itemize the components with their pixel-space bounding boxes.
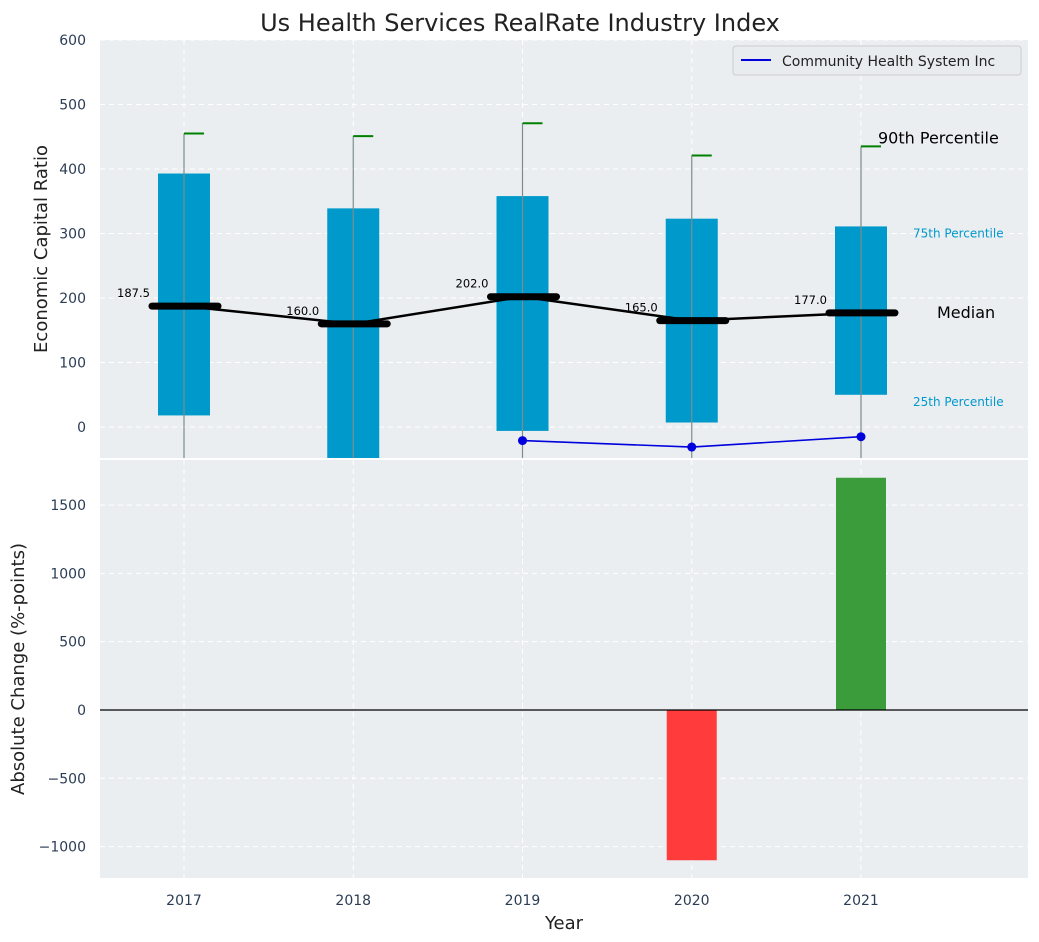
x-tick-labels: 2017 2018 2019 2020 2021 — [166, 893, 879, 909]
bottom-y-tick-label: −500 — [48, 771, 86, 787]
top-y-tick-label: 200 — [59, 291, 86, 307]
top-y-tick-label: 100 — [59, 356, 86, 372]
bottom-y-tick-label: 1000 — [50, 566, 86, 582]
legend-label: Community Health System Inc — [782, 54, 995, 70]
top-y-axis-label: Economic Capital Ratio — [31, 145, 52, 353]
bottom-plot-area — [100, 460, 1028, 878]
bottom-y-tick-label: 0 — [77, 703, 86, 719]
legend-box — [732, 45, 1022, 76]
label-90th-percentile: 90th Percentile — [878, 128, 999, 147]
x-tick-label: 2019 — [505, 893, 541, 909]
x-axis-label: Year — [544, 913, 584, 934]
chart-title: Us Health Services RealRate Industry Ind… — [260, 9, 780, 37]
label-75th-percentile: 75th Percentile — [913, 226, 1004, 240]
bottom-chart-content — [100, 477, 1028, 861]
median-value-label-2017: 187.5 — [117, 286, 150, 300]
top-y-tick-label: 0 — [77, 420, 86, 436]
bottom-y-axis-label: Absolute Change (%-points) — [8, 543, 29, 795]
x-tick-label: 2017 — [166, 893, 202, 909]
median-value-label-2018: 160.0 — [286, 304, 319, 318]
company-point-2021 — [856, 432, 866, 442]
median-value-label-2021: 177.0 — [794, 293, 827, 307]
change-bar-2020 — [666, 709, 717, 861]
bottom-y-tick-label: −1000 — [39, 840, 86, 856]
top-y-tick-label: 500 — [59, 98, 86, 114]
x-tick-label: 2020 — [674, 893, 710, 909]
bottom-y-tick-labels: −1000 −500 0 500 1000 1500 — [39, 498, 86, 856]
median-value-label-2020: 165.0 — [625, 301, 658, 315]
top-y-tick-label: 300 — [59, 227, 86, 243]
label-25th-percentile: 25th Percentile — [913, 395, 1004, 409]
bottom-y-tick-label: 500 — [59, 635, 86, 651]
top-chart-content: 187.5 160.0 202.0 165.0 177.0 90th Percentile… — [117, 122, 1004, 458]
legend: Community Health System Inc — [732, 45, 1022, 76]
company-point-2020 — [687, 442, 697, 452]
bottom-y-tick-label: 1500 — [50, 498, 86, 514]
top-y-tick-label: 600 — [59, 33, 86, 49]
label-median: Median — [937, 303, 995, 322]
company-point-2019 — [518, 436, 527, 446]
top-y-tick-label: 400 — [59, 162, 86, 178]
change-bar-2021 — [836, 477, 886, 710]
x-tick-label: 2018 — [335, 893, 371, 909]
top-plot-area — [100, 40, 1028, 458]
top-y-tick-labels: 0 100 200 300 400 500 600 — [59, 33, 86, 436]
x-tick-label: 2021 — [843, 893, 879, 909]
median-value-label-2019: 202.0 — [456, 277, 489, 291]
